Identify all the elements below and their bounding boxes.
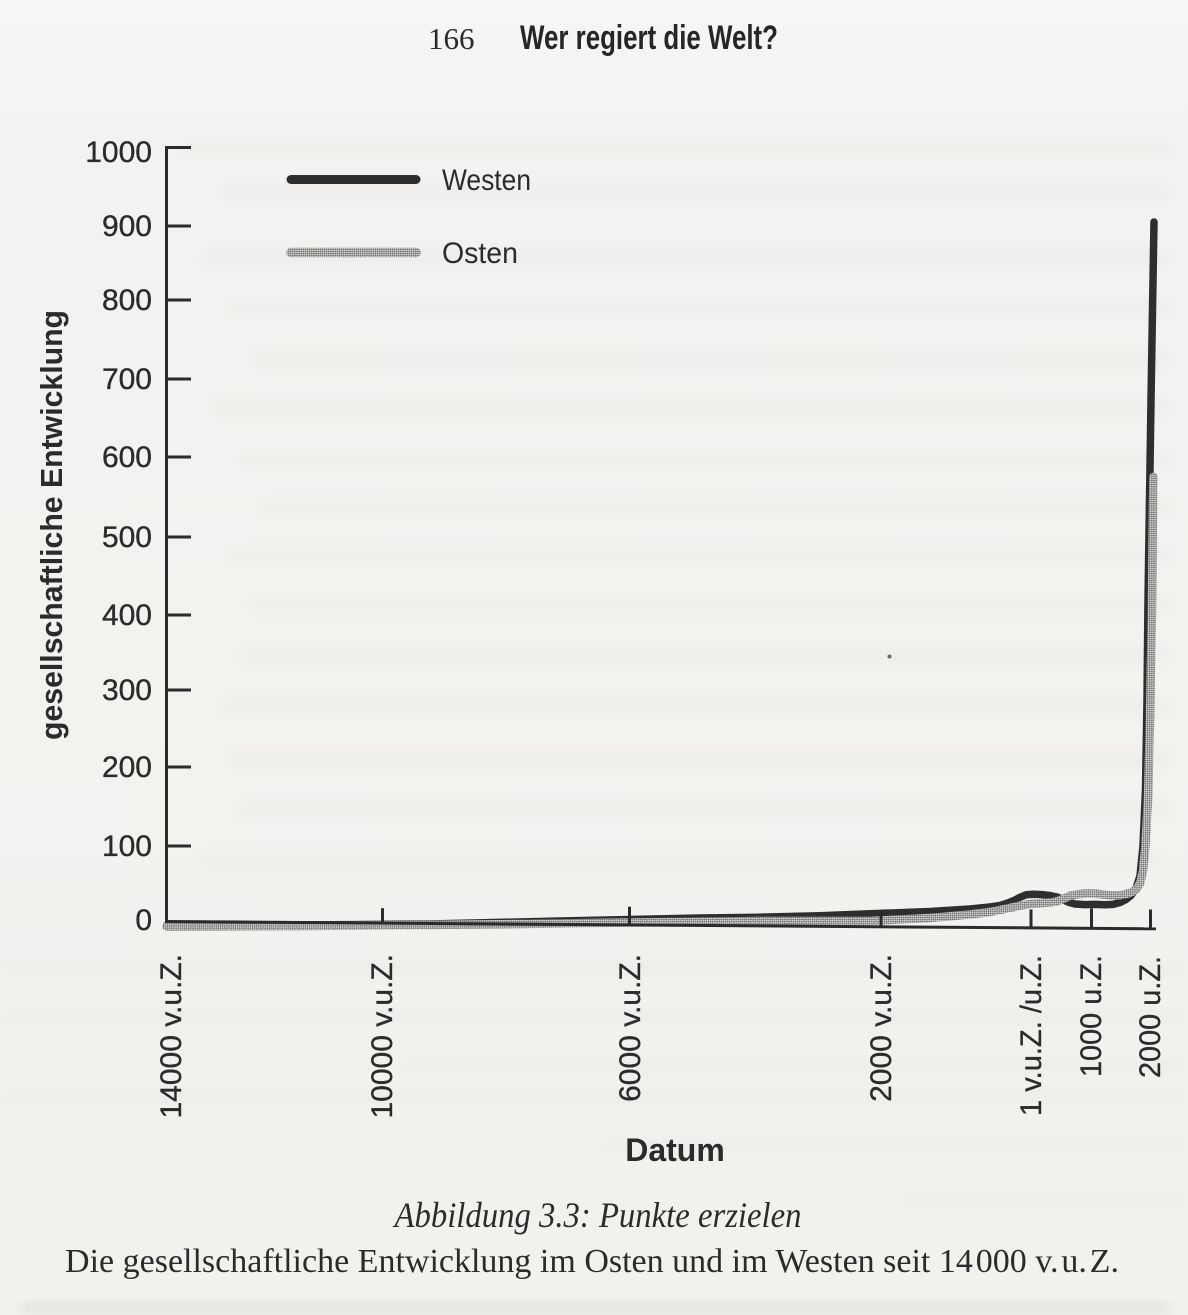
svg-text:900: 900 (102, 210, 152, 243)
svg-text:800: 800 (102, 284, 152, 317)
svg-text:300: 300 (102, 674, 152, 707)
svg-text:10000 v.u.Z.: 10000 v.u.Z. (366, 954, 399, 1119)
svg-text:500: 500 (102, 521, 152, 554)
svg-text:166: 166 (428, 21, 475, 56)
svg-text:2000 u.Z.: 2000 u.Z. (1134, 956, 1167, 1078)
svg-text:Westen: Westen (442, 164, 531, 197)
svg-text:Datum: Datum (625, 1132, 725, 1168)
svg-text:Abbildung 3.3: Punkte erzielen: Abbildung 3.3: Punkte erzielen (393, 1195, 802, 1235)
svg-text:700: 700 (102, 363, 152, 396)
svg-text:0: 0 (135, 904, 152, 937)
svg-text:200: 200 (102, 751, 152, 784)
svg-text:14000 v.u.Z.: 14000 v.u.Z. (155, 954, 188, 1119)
svg-text:600: 600 (102, 441, 152, 474)
svg-text:Wer regiert die Welt?: Wer regiert die Welt? (520, 19, 778, 57)
svg-text:400: 400 (102, 599, 152, 632)
svg-text:2000 v.u.Z.: 2000 v.u.Z. (865, 954, 898, 1102)
svg-text:6000 v.u.Z.: 6000 v.u.Z. (614, 954, 647, 1102)
svg-text:gesellschaftliche Entwicklung: gesellschaftliche Entwicklung (34, 310, 69, 740)
svg-text:1000: 1000 (85, 136, 152, 169)
svg-text:1000 u.Z.: 1000 u.Z. (1075, 955, 1108, 1077)
svg-text:Die gesellschaftliche Entwickl: Die gesellschaftliche Entwicklung im Ost… (65, 1243, 1119, 1280)
svg-text:100: 100 (102, 830, 152, 863)
svg-text:1 v.u.Z. /u.Z.: 1 v.u.Z. /u.Z. (1015, 955, 1048, 1116)
svg-text:Osten: Osten (442, 237, 518, 270)
